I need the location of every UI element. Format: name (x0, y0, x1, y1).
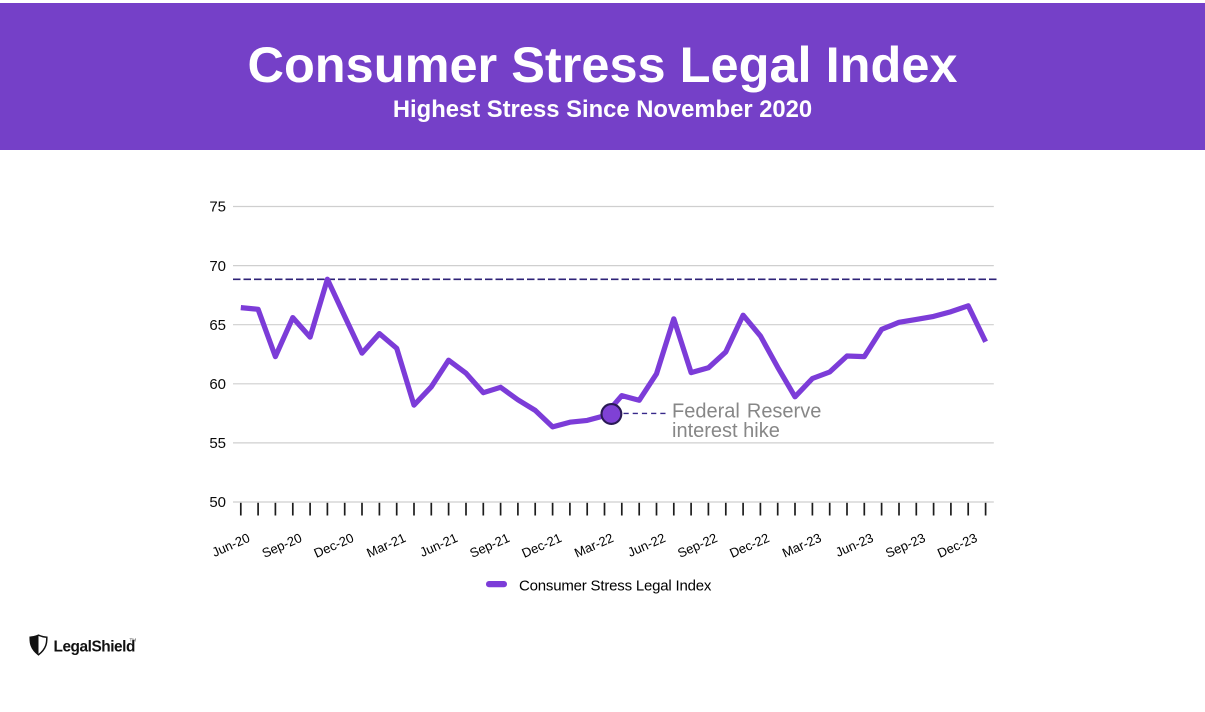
svg-text:Jun-23: Jun-23 (833, 530, 875, 560)
svg-text:70: 70 (209, 258, 226, 275)
svg-text:Dec-22: Dec-22 (727, 530, 771, 561)
svg-text:Jun-20: Jun-20 (210, 530, 252, 560)
svg-text:Federal Reserve: Federal Reserve (672, 401, 821, 423)
svg-text:Dec-20: Dec-20 (312, 530, 356, 561)
svg-text:Mar-23: Mar-23 (780, 530, 824, 560)
svg-text:75: 75 (209, 199, 226, 216)
svg-text:55: 55 (209, 435, 226, 452)
svg-text:TM: TM (130, 638, 137, 643)
svg-text:50: 50 (209, 494, 226, 511)
svg-text:interest hike: interest hike (672, 420, 780, 442)
svg-text:LegalShield: LegalShield (54, 639, 135, 656)
svg-text:60: 60 (209, 376, 226, 393)
svg-text:Consumer Stress Legal Index: Consumer Stress Legal Index (519, 577, 712, 594)
svg-text:Dec-23: Dec-23 (935, 530, 979, 561)
svg-text:Mar-22: Mar-22 (572, 530, 616, 560)
svg-text:Sep-23: Sep-23 (883, 530, 927, 561)
svg-text:Jun-21: Jun-21 (417, 530, 459, 560)
svg-text:Sep-20: Sep-20 (260, 530, 304, 561)
svg-text:Sep-22: Sep-22 (675, 530, 719, 561)
svg-text:Jun-22: Jun-22 (625, 530, 667, 560)
svg-text:Mar-21: Mar-21 (364, 530, 408, 560)
svg-text:Sep-21: Sep-21 (467, 530, 511, 561)
svg-text:65: 65 (209, 317, 226, 334)
svg-text:Dec-21: Dec-21 (519, 530, 563, 561)
